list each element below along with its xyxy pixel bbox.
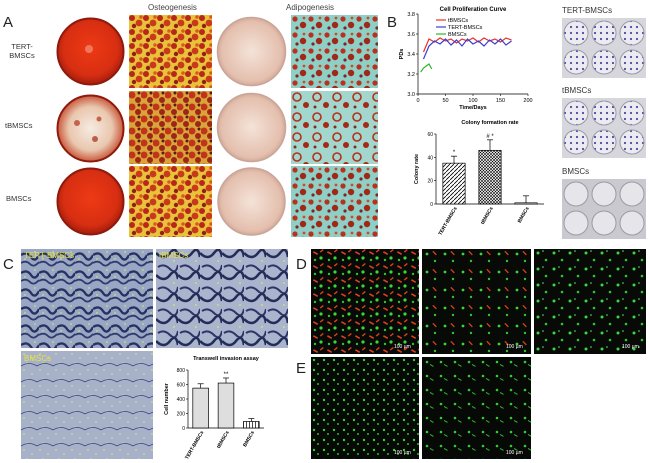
panel-letter-d: D (296, 256, 307, 273)
row-label-tbmscs: tBMSCs (5, 121, 33, 130)
osteo-dish-tert-bmscs (55, 16, 126, 87)
column-header-adipogenesis: Adipogenesis (286, 3, 335, 12)
bar-tbmscs (217, 382, 235, 429)
x-tick-label: tBMSCs (216, 430, 231, 450)
well-label-bmscs: BMSCs (562, 167, 590, 176)
bar-tbmscs (478, 149, 502, 205)
adipo-dish-tbmscs (215, 91, 288, 164)
significance-label: * (453, 150, 456, 156)
invasion-micrograph-tert-bmscs (21, 249, 153, 348)
osteo-micrograph-tert-bmscs (129, 15, 212, 88)
x-tick-label: 150 (496, 98, 505, 104)
x-tick-label: BMSCs (517, 206, 531, 224)
y-tick-label: 20 (427, 179, 433, 185)
y-tick-label: 200 (177, 412, 186, 418)
transwell-bar-chart: Transwell invasion assay 0 200 400 600 800 Cel… (164, 356, 264, 461)
well-label-tbmscs: tBMSCs (562, 86, 592, 95)
x-tick-label: BMSCs (242, 430, 256, 448)
adipo-dish-bmscs (215, 166, 288, 237)
image-label-bmscs: BMSCs (24, 354, 52, 363)
significance-label: ** (224, 372, 229, 378)
y-tick-label: 3.8 (407, 12, 415, 18)
bar-bmscs (243, 421, 260, 429)
x-tick-label: 50 (442, 98, 448, 104)
panel-letter-e: E (296, 360, 307, 377)
scale-bar-label-e2: 100 µm (506, 450, 523, 456)
image-label-tbmscs: tBMSCs (159, 251, 189, 260)
image-label-tert-bmscs: TERT-BMSCs (24, 251, 75, 260)
series-line-tbmscs (422, 37, 512, 53)
adipo-micrograph-tert-bmscs (291, 15, 378, 88)
y-axis-label: PDs (399, 49, 405, 60)
osteo-micrograph-tbmscs (129, 91, 212, 164)
scale-bar-label-d1: 100 µm (394, 344, 411, 350)
legend-label: tBMSCs (448, 18, 468, 24)
colony-wells-tbmscs (562, 98, 646, 158)
fluorescence-image-d3 (534, 249, 646, 354)
fluorescence-image-e2 (422, 357, 531, 459)
x-tick-label: tBMSCs (480, 206, 495, 226)
legend-label: TERT-BMSCs (448, 25, 483, 31)
row-label-bmscs: BMSCs (6, 194, 32, 203)
scale-bar-label-d2: 100 µm (506, 344, 523, 350)
y-tick-label: 3.2 (407, 72, 415, 78)
y-tick-label: 0 (182, 426, 185, 432)
adipo-micrograph-tbmscs (291, 91, 378, 164)
scale-bar-label-d3: 100 µm (622, 344, 639, 350)
chart-title: Colony formation rate (461, 120, 518, 126)
proliferation-line-chart: Cell Proliferation Curve 3.0 3.2 3.4 3.6 3.8 0… (399, 7, 533, 111)
fluorescence-image-d2 (422, 249, 531, 354)
column-header-osteogenesis: Osteogenesis (148, 3, 197, 12)
invasion-micrograph-tbmscs (156, 249, 288, 348)
chart-title: Transwell invasion assay (193, 356, 260, 362)
colony-wells-bmscs (562, 179, 646, 239)
row-label-tert-bmscs: TERT- BMSCs (9, 42, 35, 60)
panel-letter-c: C (3, 256, 14, 273)
y-tick-label: 3.0 (407, 92, 415, 98)
y-tick-label: 400 (177, 397, 186, 403)
invasion-micrograph-bmscs (21, 351, 153, 459)
x-tick-label: TERT-BMSCs (184, 430, 205, 461)
x-tick-label: 100 (468, 98, 477, 104)
fluorescence-image-d1 (311, 249, 419, 354)
y-tick-label: 600 (177, 383, 186, 389)
bar-tert-bmscs (192, 387, 209, 429)
adipo-dish-tert-bmscs (215, 15, 288, 88)
y-tick-label: 60 (427, 132, 433, 138)
fluorescence-image-e1 (311, 357, 419, 459)
colony-bar-chart: Colony formation rate 0 20 40 60 Colony rate *… (414, 120, 544, 237)
y-axis-label: Colony rate (414, 154, 420, 184)
scale-bar-label-e1: 100 µm (394, 450, 411, 456)
series-line-tert-bmscs (422, 38, 512, 60)
y-tick-label: 800 (177, 368, 186, 374)
legend-label: BMSCs (448, 32, 467, 38)
colony-wells-tert-bmscs (562, 18, 646, 78)
bar-tert-bmscs (442, 162, 466, 205)
chart-title: Cell Proliferation Curve (440, 7, 507, 13)
adipo-micrograph-bmscs (291, 166, 378, 237)
y-axis-label: Cell number (164, 382, 170, 415)
x-tick-label: 200 (523, 98, 532, 104)
panel-letter-a: A (3, 14, 14, 31)
x-axis-label: Time/Days (459, 105, 486, 111)
y-tick-label: 40 (427, 155, 433, 161)
significance-label: # * (486, 134, 494, 140)
osteo-dish-tbmscs (55, 93, 126, 164)
osteo-dish-bmscs (55, 166, 126, 237)
x-tick-label: TERT-BMSCs (438, 206, 459, 237)
y-tick-label: 3.6 (407, 32, 415, 38)
x-tick-label: 0 (416, 98, 419, 104)
series-line-bmscs (420, 63, 433, 73)
y-tick-label: 0 (430, 202, 433, 208)
panel-letter-b: B (387, 14, 398, 31)
well-label-tert-bmscs: TERT-BMSCs (562, 6, 613, 15)
bar-bmscs (514, 202, 538, 205)
y-tick-label: 3.4 (407, 52, 415, 58)
osteo-micrograph-bmscs (129, 166, 212, 237)
